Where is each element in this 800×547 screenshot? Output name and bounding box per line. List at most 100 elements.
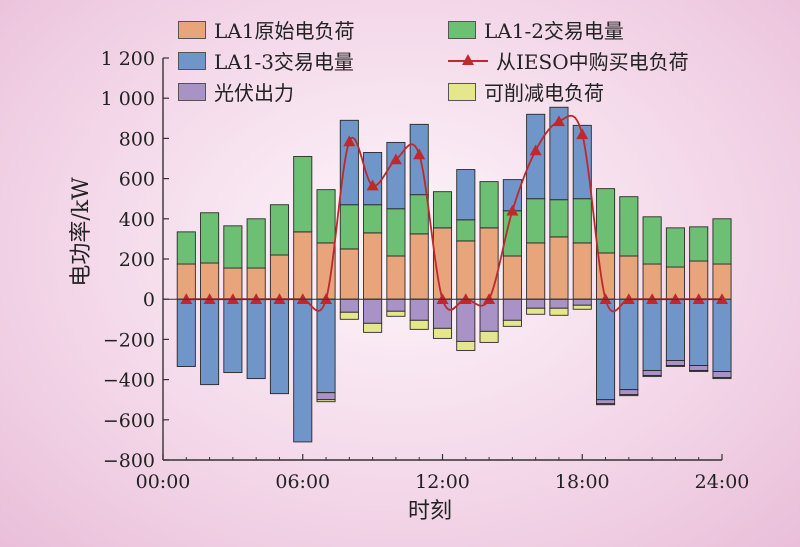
bar-segment	[596, 399, 616, 405]
legend-label: 从IESO中购买电负荷	[496, 50, 689, 74]
line-marker	[646, 293, 659, 304]
bar-segment	[502, 319, 522, 327]
bar-segment	[456, 340, 476, 351]
bar-segment	[502, 298, 522, 321]
line-marker	[389, 153, 402, 165]
legend-swatch	[178, 51, 206, 70]
bar-segment	[269, 254, 289, 300]
line-marker	[366, 179, 379, 191]
bar-segment	[572, 304, 592, 310]
bar-segment	[689, 298, 709, 366]
legend-swatch	[178, 20, 206, 39]
line-marker	[180, 293, 193, 304]
bar-segment	[596, 403, 616, 406]
axes-group: −800 −600 −400 −200 0 200 400 600 800 1 000 1 200 0…	[101, 48, 750, 493]
y-tick-label: 0	[143, 289, 155, 311]
line-marker	[529, 144, 542, 156]
bar-segment	[502, 255, 522, 300]
legend: LA1原始电负荷 LA1-2交易电量 LA1-3交易电量 从IESO中购买电负荷…	[178, 14, 738, 107]
bars-group	[176, 106, 732, 443]
bar-segment	[293, 298, 313, 443]
bar-segment	[526, 113, 546, 200]
x-tick-label: 06:00	[275, 471, 330, 493]
bar-segment	[363, 322, 383, 333]
legend-item-la1-original: LA1原始电负荷	[178, 15, 448, 44]
bar-segment	[316, 392, 336, 401]
bar-segment	[432, 327, 453, 339]
bar-segment	[386, 310, 406, 317]
bar-segment	[316, 298, 336, 394]
bar-segment	[339, 119, 359, 206]
bar-segment	[665, 365, 685, 367]
bar-segment	[642, 375, 662, 378]
bar-segment	[339, 204, 359, 250]
bar-segment	[549, 199, 569, 238]
bar-segment	[526, 198, 546, 244]
line-marker	[436, 293, 449, 304]
bar-segment	[246, 218, 266, 269]
bar-segment	[642, 216, 662, 265]
x-tick-label: 12:00	[415, 471, 470, 493]
y-tick-label: −200	[103, 329, 155, 351]
bar-segment	[596, 298, 616, 401]
bar-segment	[549, 298, 569, 309]
bar-segment	[479, 298, 499, 332]
legend-label: 光伏出力	[214, 81, 294, 105]
legend-label: LA1-3交易电量	[214, 50, 354, 74]
bar-segment	[200, 212, 220, 264]
bar-segment	[572, 298, 592, 306]
bar-segment	[293, 231, 313, 300]
legend-item-curtailable: 可削减电负荷	[448, 77, 604, 106]
bar-segment	[363, 152, 383, 206]
bar-segment	[619, 389, 639, 396]
bar-segment	[526, 242, 546, 300]
y-tick-label: −800	[103, 450, 155, 472]
bar-segment	[339, 248, 359, 300]
y-tick-label: −400	[103, 370, 155, 392]
bar-segment	[386, 208, 406, 257]
legend-swatch	[178, 82, 206, 101]
bar-segment	[386, 298, 406, 312]
bar-segment	[176, 231, 196, 265]
y-tick-label: 200	[119, 249, 155, 271]
line-marker	[273, 293, 286, 304]
legend-swatch	[448, 20, 476, 39]
line-marker	[296, 293, 309, 304]
legend-item-pv: 光伏出力	[178, 77, 448, 106]
legend-label: LA1-2交易电量	[484, 19, 624, 43]
bar-segment	[619, 298, 639, 391]
bar-segment	[456, 219, 476, 242]
bar-segment	[712, 377, 732, 380]
bar-segment	[246, 298, 266, 380]
bar-segment	[619, 394, 639, 397]
bar-segment	[223, 225, 243, 269]
legend-item-la1-2: LA1-2交易电量	[448, 15, 624, 44]
bar-segment	[619, 196, 639, 257]
line-marker	[506, 204, 519, 216]
legend-label: 可削减电负荷	[484, 81, 604, 105]
bar-segment	[200, 298, 220, 386]
line-marker	[716, 293, 728, 304]
bar-segment	[456, 298, 476, 342]
legend-line-marker-icon	[448, 52, 488, 70]
bar-segment	[409, 298, 429, 321]
line-marker	[576, 128, 589, 140]
bar-segment	[432, 191, 453, 229]
y-tick-label: 400	[119, 209, 155, 231]
line-marker	[483, 293, 496, 304]
line-marker	[622, 293, 635, 304]
bar-segment	[642, 370, 662, 377]
line-marker	[459, 293, 472, 304]
bar-segment	[479, 330, 499, 343]
bar-segment	[619, 255, 639, 300]
bar-segment	[572, 198, 592, 244]
bar-segment	[363, 232, 383, 300]
line-marker	[552, 115, 565, 127]
bar-segment	[409, 233, 429, 300]
y-tick-label: −600	[103, 410, 155, 432]
y-tick-label: 1 000	[101, 88, 155, 110]
y-tick-label: 1 200	[101, 48, 155, 70]
bar-segment	[665, 298, 685, 361]
bar-segment	[549, 307, 569, 316]
